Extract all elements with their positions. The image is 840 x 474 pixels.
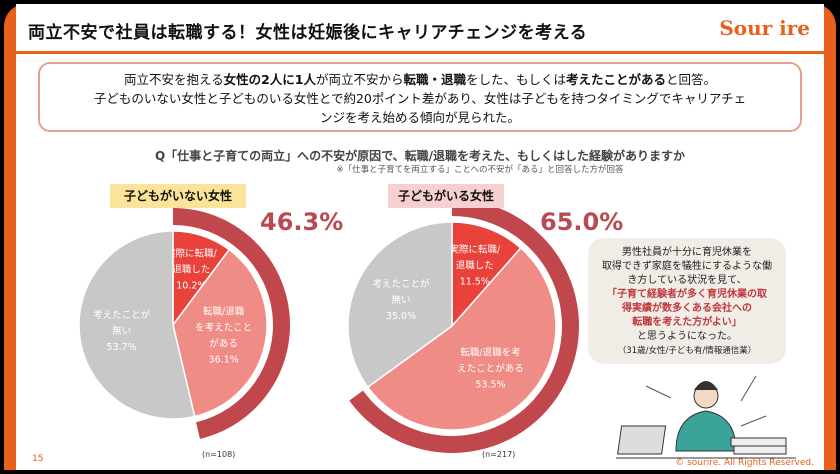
chart-1-slice-3-label: 考えたことが無い 53.7% [93, 309, 151, 353]
slide: 両立不安で社員は転職する！女性は妊娠後にキャリアチェンジを考える Sour ir… [4, 4, 836, 470]
chart-2-total: 65.0% [540, 208, 624, 236]
summary-bold: 転職・退職 [403, 72, 467, 87]
quote-source: （31歳/女性/子ども有/情報通信業） [617, 346, 757, 356]
page-number: 15 [32, 454, 44, 464]
quote-text: と思うようになった。 [637, 331, 737, 342]
chart-2-slice-3-label: 考えたことが無い 35.0% [373, 278, 431, 322]
question: Q「仕事と子育ての両立」への不安が原因で、転職/退職を考えた、もしくはした経験が… [154, 149, 686, 163]
page-title: 両立不安で社員は転職する！女性は妊娠後にキャリアチェンジを考える [28, 23, 588, 43]
quote-text: 取得できず家庭を犠牲にするような働 [601, 261, 773, 272]
chart-2-slice-2 [366, 246, 557, 431]
summary-text: が両立不安から [315, 72, 404, 87]
quote-highlight: 「子育て経験者が多く育児休業の取 [607, 289, 767, 300]
summary-text: と回答。 [666, 72, 717, 87]
chart-2-slice-2-label: 転職/退職を考えたことがある 53.5% [457, 347, 524, 390]
summary-text: をした、もしくは [466, 72, 567, 87]
chart-2-slice-3 [347, 221, 453, 389]
quote-bubble: 男性社員が十分に育児休業を 取得できず家庭を犠牲にするような働 き方している状況… [588, 238, 786, 364]
pie-charts: 実際に転職/退職した 10.2% 転職/退職を考えたことがある 36.1% 考えたことが… [78, 199, 579, 453]
summary-bold: 女性の2人に1人 [223, 72, 316, 87]
chart-1-highlight-ring [173, 208, 291, 439]
stressed-woman-illustration [616, 375, 796, 459]
quote-highlight: 得実績が数多くある会社への [622, 303, 752, 314]
chart-1-slice-1-label: 実際に転職/退職した 10.2% [166, 248, 218, 292]
logo: Sour ire [719, 16, 810, 40]
summary-line-3: ンジを考え始める傾向が見られた。 [319, 110, 520, 125]
chart-1-slice-2-label: 転職/退職を考えたことがある 36.1% [195, 306, 252, 365]
summary-line-2: 子どものいない女性と子どものいる女性とで約20ポイント差があり、女性は子どもを持… [93, 91, 747, 106]
summary-box: 両立不安を抱える女性の2人に1人が両立不安から転職・退職をした、もしくは考えたこ… [38, 62, 802, 132]
slide-body: 両立不安で社員は転職する！女性は妊娠後にキャリアチェンジを考える Sour ir… [16, 4, 824, 470]
note: ※「仕事と子育てを両立する」ことへの不安が「ある」と回答した方が回答 [336, 165, 624, 175]
chart-1-title: 子どもがいない女性 [110, 184, 246, 208]
summary-bold: 考えたことがある [566, 72, 667, 87]
chart-1-slice-2 [172, 248, 268, 418]
divider [16, 51, 824, 54]
chart-1-total: 46.3% [260, 208, 344, 236]
quote-text: 男性社員が十分に育児休業を [622, 247, 752, 258]
copyright: © sourire. All Rights Reserved. [675, 458, 814, 468]
chart-1-slice-3 [78, 230, 196, 420]
quote-highlight: 転職を考えた方がよい」 [632, 317, 742, 328]
chart-2-slice-1 [451, 221, 522, 328]
chart-2-n: (n=217) [482, 450, 516, 459]
chart-2-title: 子どもがいる女性 [388, 184, 504, 208]
quote-text: き方している状況を見て、 [627, 275, 747, 286]
chart-1-n: (n=108) [202, 450, 236, 459]
chart-2-slice-1-label: 実際に転職/退職した 11.5% [449, 244, 501, 288]
summary-text: 両立不安を抱える [123, 72, 224, 87]
